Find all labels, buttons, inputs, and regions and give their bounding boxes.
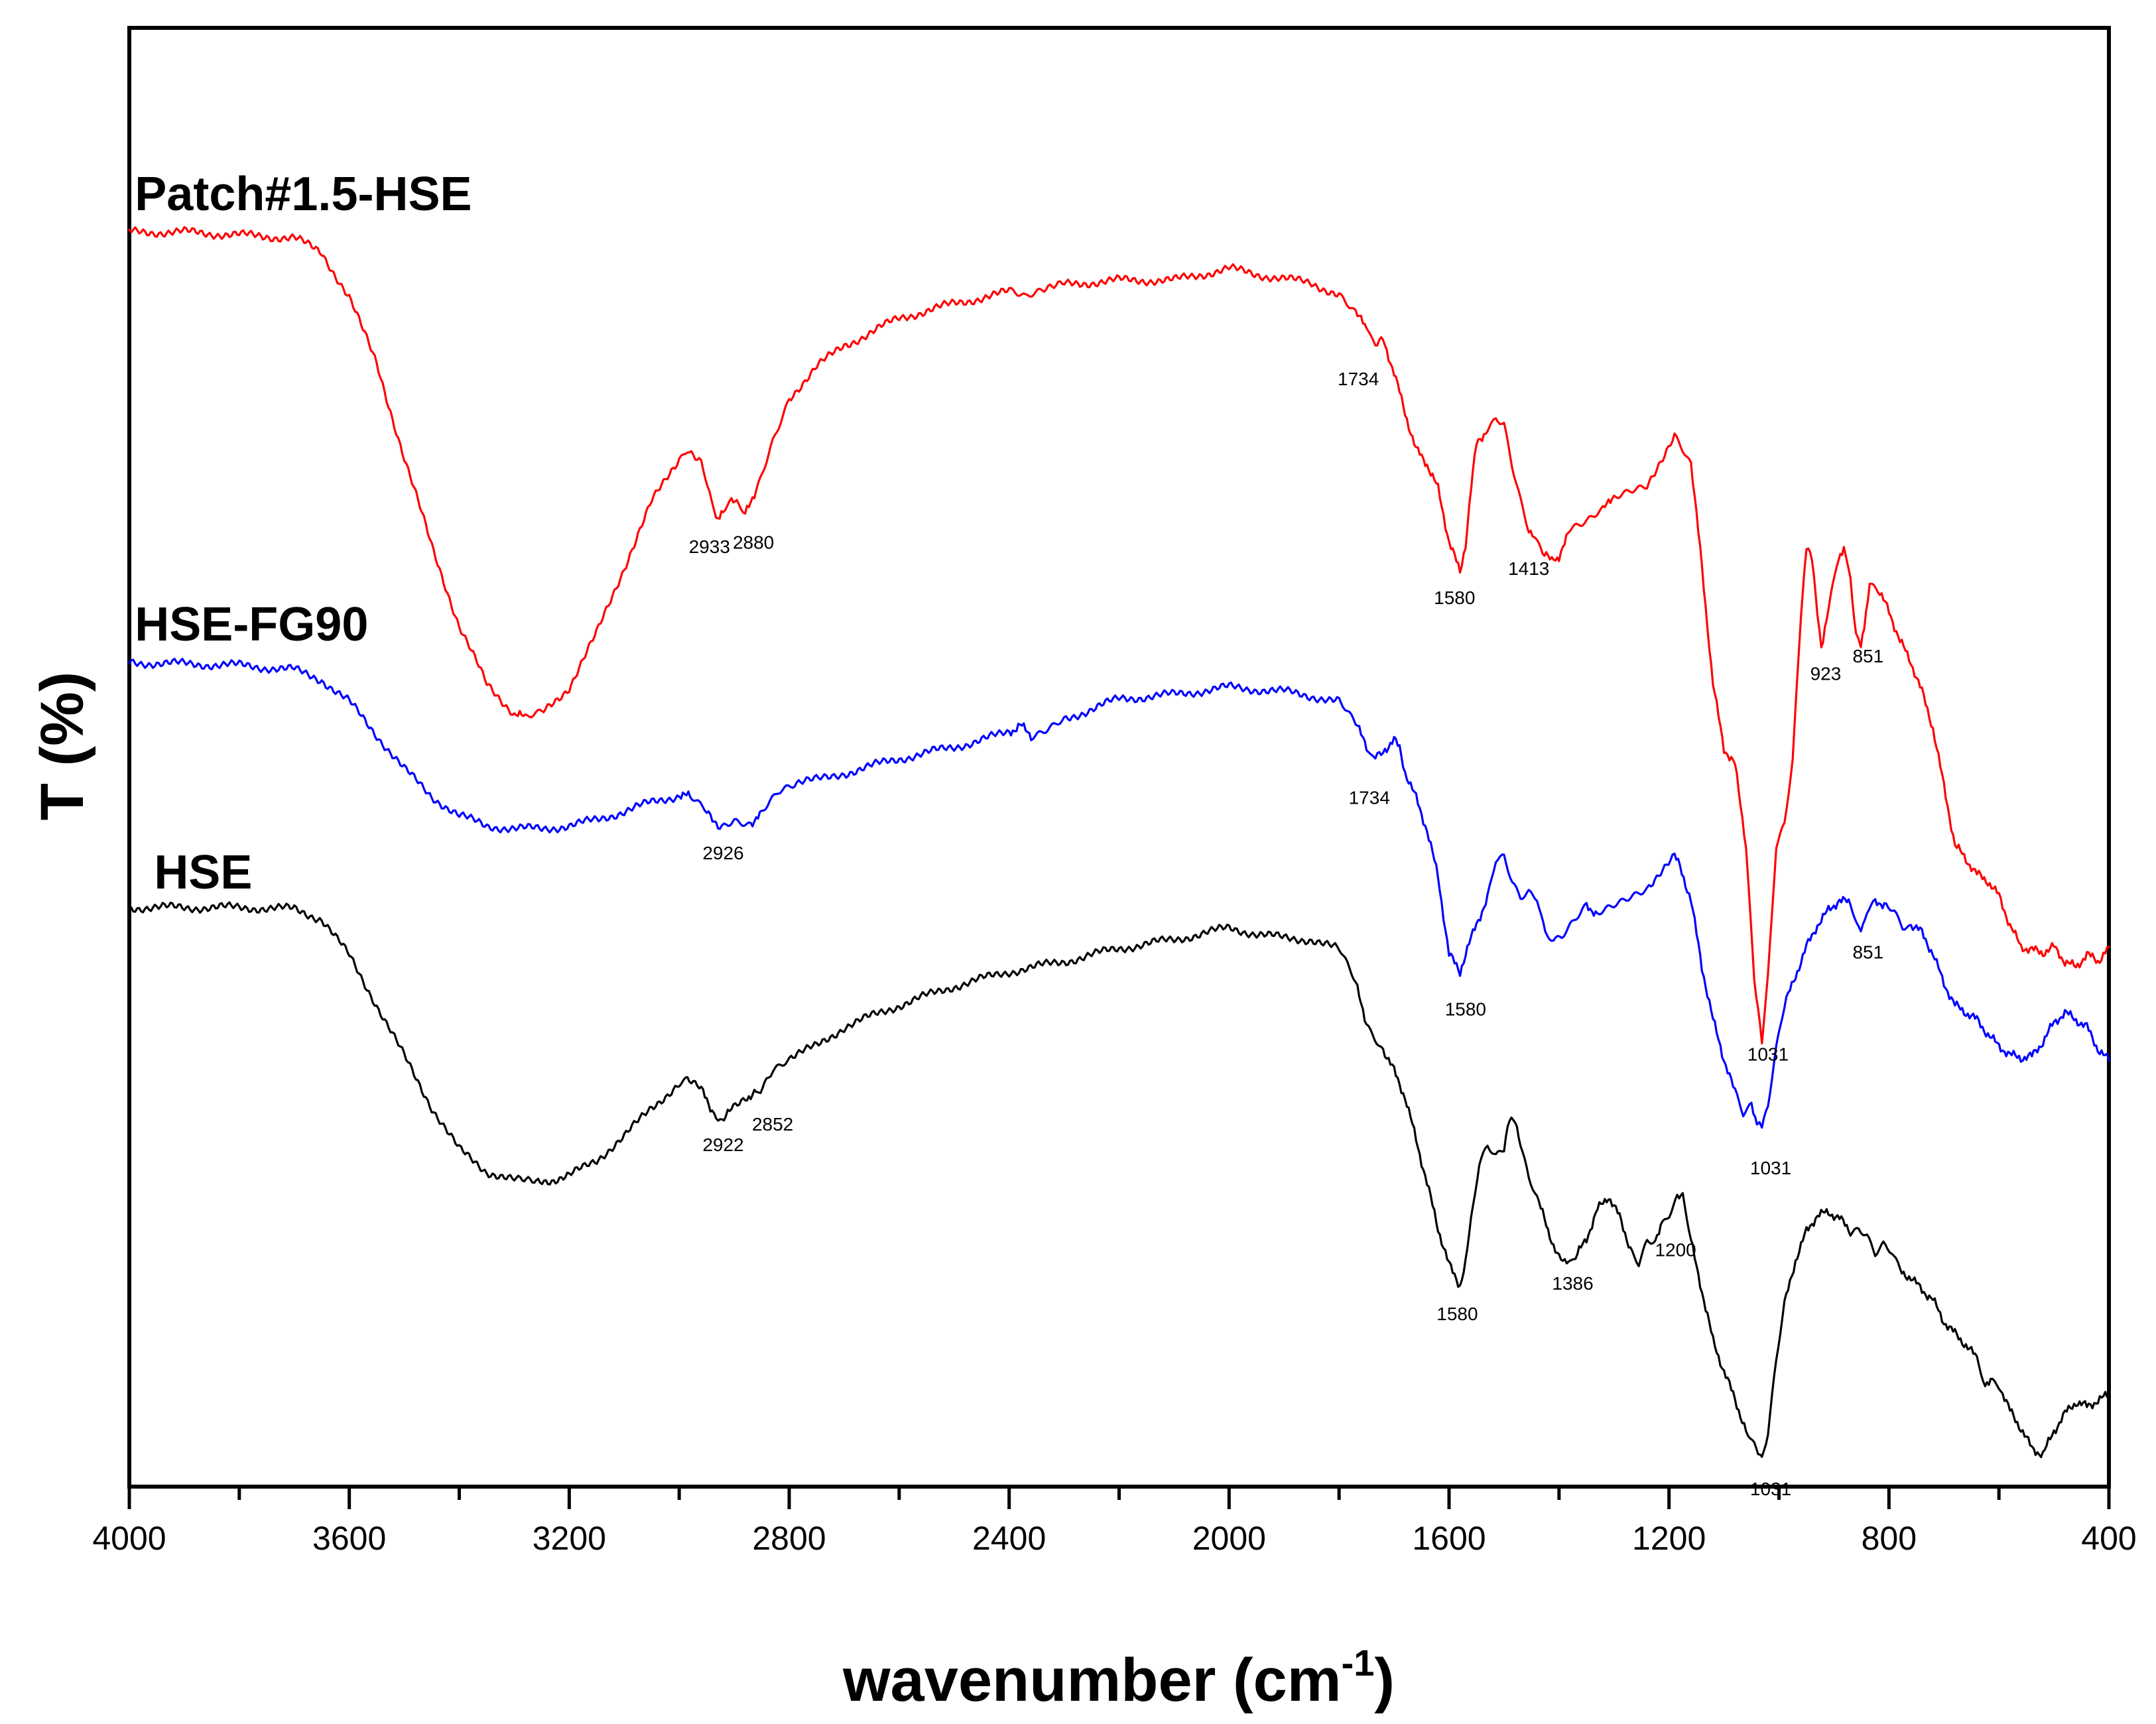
peak-label-4: 1413: [1508, 558, 1549, 579]
peak-label-15: 1580: [1436, 1304, 1478, 1324]
peak-label-5: 923: [1810, 663, 1842, 684]
peak-label-11: 851: [1852, 942, 1883, 963]
series-label-2: HSE: [154, 846, 252, 899]
x-axis-title: wavenumber (cm-1): [842, 1642, 1395, 1714]
x-tick-label-800: 800: [1862, 1520, 1917, 1557]
peak-label-3: 1580: [1434, 587, 1475, 608]
y-axis-title: T (%): [29, 672, 96, 821]
x-tick-label-1200: 1200: [1632, 1520, 1706, 1557]
peak-label-2: 2880: [733, 532, 774, 552]
series-label-0: Patch#1.5-HSE: [135, 168, 472, 221]
x-tick-label-1600: 1600: [1412, 1520, 1486, 1557]
series-line-patch-1-5-hse: [128, 226, 2110, 1045]
plot-frame: [127, 26, 2111, 1489]
peak-label-0: 1734: [1338, 369, 1379, 389]
peak-label-7: 2926: [702, 843, 743, 863]
peak-label-16: 1386: [1552, 1273, 1593, 1294]
x-tick-label-4000: 4000: [92, 1520, 166, 1557]
x-axis-tick-labels: 4000 3600 3200 2800 2400 2000 1600 1200 800 400: [92, 1520, 2136, 1557]
peak-label-13: 2922: [702, 1135, 743, 1155]
peak-label-14: 2852: [752, 1114, 793, 1135]
x-tick-label-400: 400: [2081, 1520, 2136, 1557]
x-tick-label-2400: 2400: [972, 1520, 1046, 1557]
peak-label-8: 1734: [1349, 787, 1390, 808]
series-label-1: HSE-FG90: [135, 598, 368, 651]
series-line-hse-fg90: [128, 657, 2110, 1129]
x-axis-ticks: [127, 1487, 2111, 1509]
peak-label-12: 1031: [1750, 1158, 1791, 1178]
x-tick-label-3600: 3600: [312, 1520, 386, 1557]
peak-label-9: 1580: [1445, 999, 1486, 1019]
peak-label-18: 1031: [1750, 1479, 1791, 1499]
peak-label-10: 1031: [1747, 1044, 1789, 1065]
peak-annotations: 1734 2933 2880 1580 1413 923 851 2926 1734 1580 10…: [689, 369, 1884, 1499]
series-line-hse: [128, 901, 2110, 1459]
x-tick-label-2800: 2800: [752, 1520, 826, 1557]
x-tick-label-2000: 2000: [1192, 1520, 1266, 1557]
spectra: [128, 226, 2110, 1459]
peak-label-1: 2933: [689, 536, 730, 557]
peak-label-17: 1200: [1655, 1239, 1696, 1260]
peak-label-6: 851: [1852, 646, 1883, 666]
x-tick-label-3200: 3200: [533, 1520, 606, 1557]
series-labels: Patch#1.5-HSE HSE-FG90 HSE: [135, 168, 472, 899]
